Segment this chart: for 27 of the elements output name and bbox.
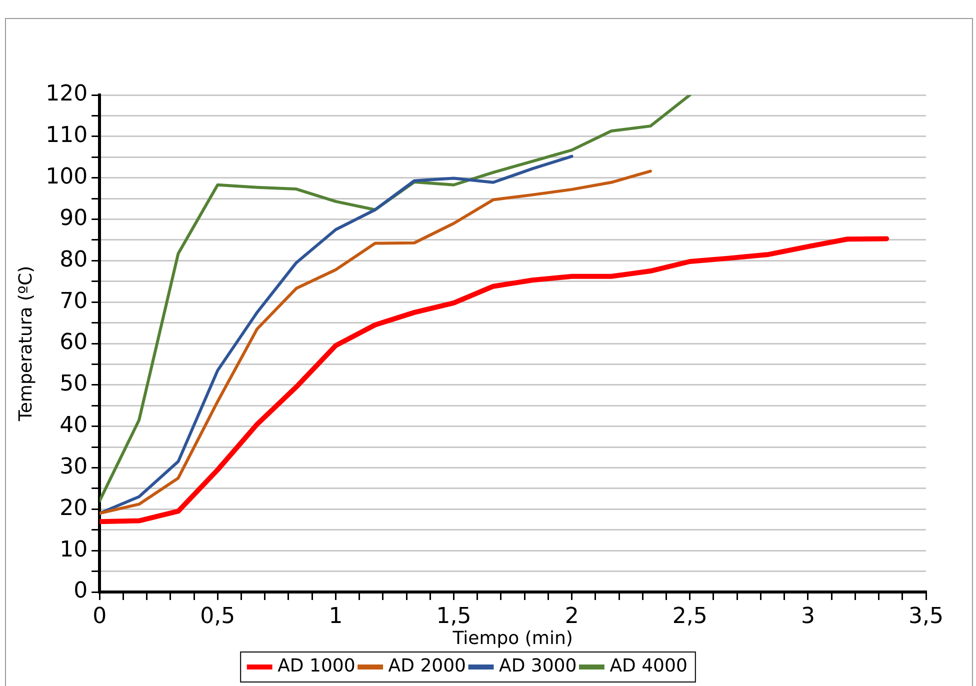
- legend-label: AD 2000: [388, 656, 466, 677]
- x-tick-label: 0: [92, 604, 107, 629]
- y-tick-label: 60: [60, 330, 88, 356]
- legend-label: AD 1000: [278, 656, 356, 677]
- y-tick-label: 70: [60, 288, 88, 314]
- x-tick-label: 2: [564, 604, 579, 629]
- y-tick-label: 20: [60, 496, 88, 521]
- x-tick-label: 3: [800, 604, 815, 629]
- y-tick-label: 10: [60, 537, 88, 562]
- x-tick-label: 3,5: [908, 604, 944, 629]
- y-tick-label: 110: [46, 123, 88, 148]
- x-tick-label: 1: [328, 604, 343, 629]
- x-tick-label: 2,5: [672, 604, 708, 629]
- y-tick-label: 30: [60, 454, 88, 480]
- y-tick-label: 80: [60, 247, 88, 272]
- x-axis-title: Tiempo (min): [452, 628, 573, 649]
- y-axis-title: Temperatura (ºC): [15, 266, 36, 422]
- x-tick-label: 1,5: [436, 604, 472, 629]
- y-tick-label: 100: [46, 164, 88, 190]
- legend-label: AD 3000: [499, 656, 577, 677]
- y-tick-label: 0: [74, 578, 88, 604]
- y-tick-label: 40: [60, 413, 88, 438]
- y-tick-label: 50: [60, 372, 88, 397]
- x-tick-label: 0,5: [200, 604, 236, 629]
- y-tick-label: 120: [46, 82, 88, 107]
- legend-label: AD 4000: [610, 656, 688, 677]
- y-tick-label: 90: [60, 206, 88, 231]
